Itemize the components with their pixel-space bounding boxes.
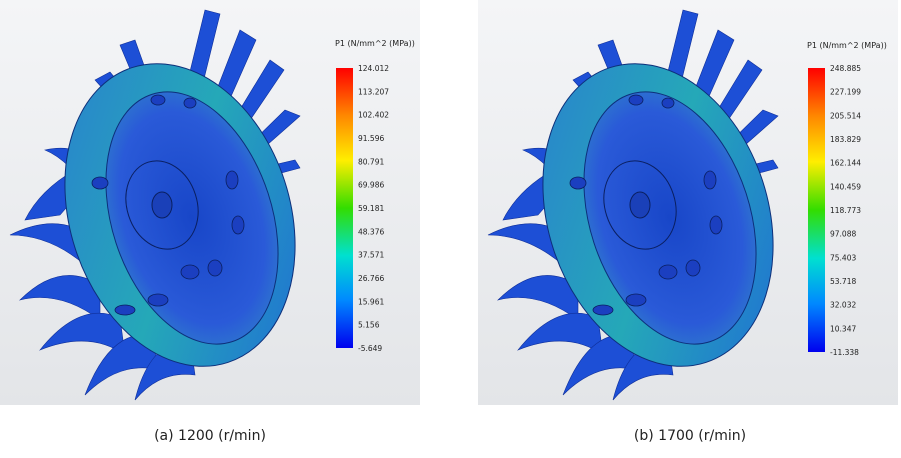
legend-tick-label: 124.012 <box>358 64 389 73</box>
legend-tick-label: 69.986 <box>358 181 384 190</box>
legend-tick-label: 59.181 <box>358 204 384 213</box>
stress-plot-b <box>477 0 899 406</box>
legend-tick-label: 5.156 <box>358 321 380 330</box>
legend-tick-label: 37.571 <box>358 251 384 260</box>
legend-tick-label: 32.032 <box>830 301 856 310</box>
legend-tick-label: 80.791 <box>358 157 384 166</box>
legend-tick-label: 91.596 <box>358 134 384 143</box>
legend-tick-label: 183.829 <box>830 135 861 144</box>
stress-plot-a <box>0 0 421 406</box>
legend-title: P1 (N/mm^2 (MPa)) <box>807 41 887 50</box>
caption: (a) 1200 (r/min) <box>154 428 266 444</box>
legend-tick-label: 48.376 <box>358 227 384 236</box>
legend-tick-label: 113.207 <box>358 87 389 96</box>
legend-tick-label: 205.514 <box>830 111 861 120</box>
colorbar-a <box>336 68 353 348</box>
legend-tick-label: 53.718 <box>830 277 856 286</box>
legend-tick-label: 227.199 <box>830 88 861 97</box>
legend-tick-label: 118.773 <box>830 206 861 215</box>
legend-tick-label: 26.766 <box>358 274 384 283</box>
legend-tick-label: 140.459 <box>830 182 861 191</box>
colorbar-b <box>808 68 825 352</box>
legend-tick-label: 102.402 <box>358 111 389 120</box>
legend-tick-label: 10.347 <box>830 324 856 333</box>
legend-tick-label: 248.885 <box>830 64 861 73</box>
legend-tick-label: -5.649 <box>358 344 382 353</box>
legend-tick-label: 75.403 <box>830 253 856 262</box>
caption: (b) 1700 (r/min) <box>634 428 746 444</box>
legend-tick-label: -11.338 <box>830 348 859 357</box>
legend-title: P1 (N/mm^2 (MPa)) <box>335 39 415 48</box>
legend-tick-label: 162.144 <box>830 159 861 168</box>
legend-tick-label: 15.961 <box>358 297 384 306</box>
legend-tick-label: 97.088 <box>830 230 856 239</box>
